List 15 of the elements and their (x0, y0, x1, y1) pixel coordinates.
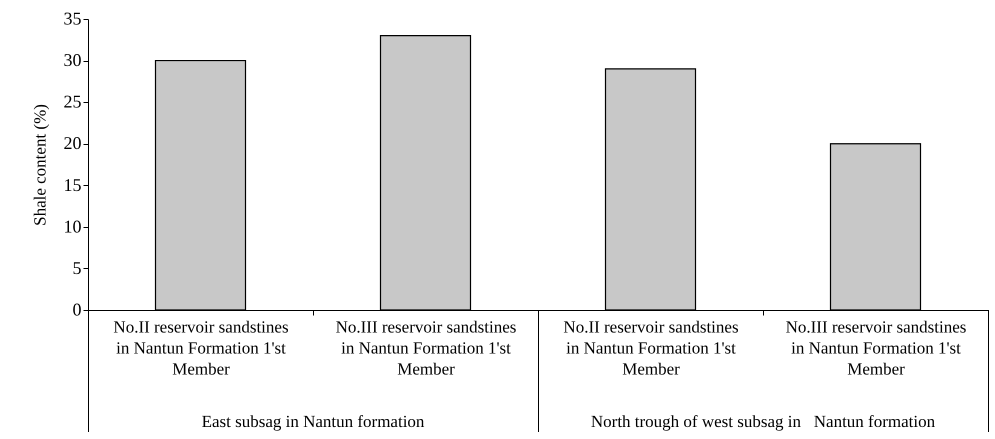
y-axis-title: Shale content (%) (30, 104, 50, 226)
text: East subsag in Nantun formation (200, 412, 426, 432)
x-tick-label: No.III reservoir sandstines in Nantun Formation 1'st Member (336, 318, 516, 378)
y-tick-label: 10 (64, 216, 82, 236)
y-tick-label: 35 (64, 8, 82, 28)
text: North trough of west subsag in Nantun formation (590, 412, 936, 432)
x-tick-label: No.II reservoir sandstines in Nantun Formation 1'st Member (563, 318, 739, 378)
y-tick-label: 15 (64, 174, 82, 195)
y-tick-label: 5 (72, 258, 82, 278)
y-tick-label: 0 (72, 300, 82, 320)
y-tick-label: 20 (64, 133, 82, 154)
x-tick-label: No.II reservoir sandstines in Nantun Formation 1'st Member (113, 318, 289, 378)
y-tick-label: 30 (64, 50, 82, 70)
x-tick-label: No.III reservoir sandstines in Nantun Formation 1'st Member (786, 318, 966, 378)
y-tick-label: 25 (64, 92, 82, 112)
